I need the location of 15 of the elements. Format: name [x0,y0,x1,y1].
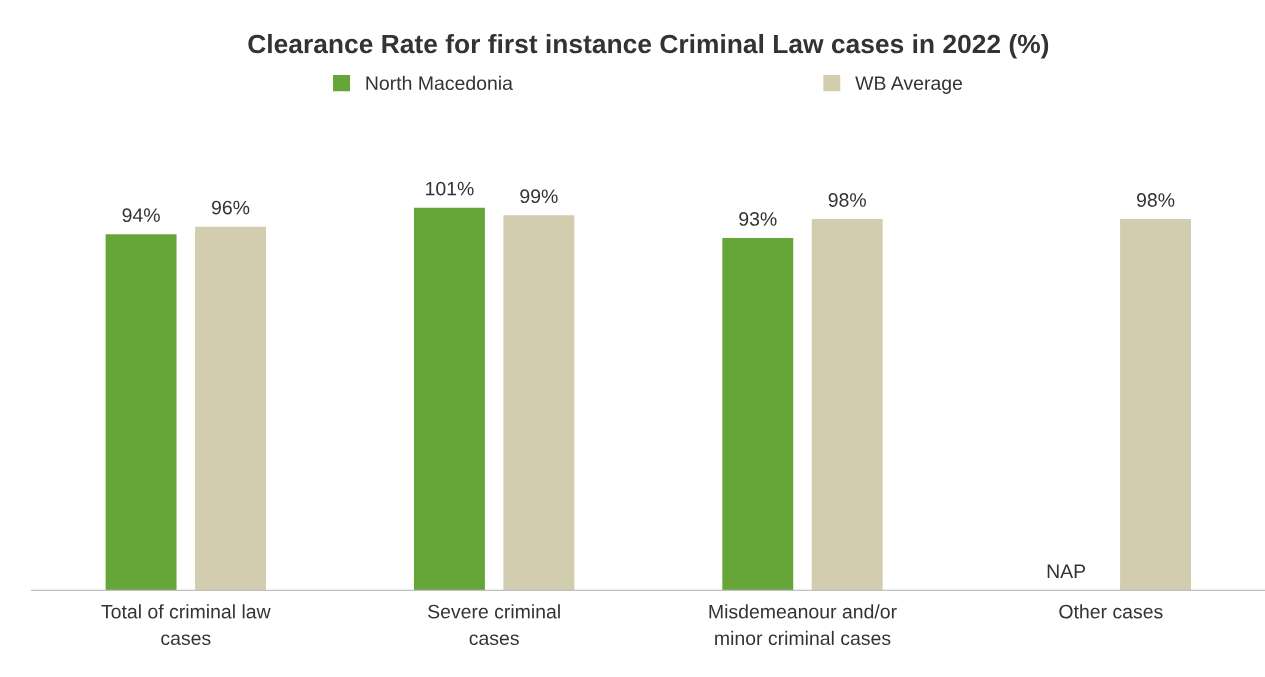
legend-label: North Macedonia [366,75,513,91]
data-label: 98% [1136,193,1175,207]
x-tick-label: Misdemeanour and/or minor criminal cases [709,604,897,646]
data-label: 101% [426,181,474,196]
data-label: 93% [739,212,777,226]
data-label: 96% [211,200,250,215]
legend-label: WB Average [855,76,963,94]
x-tick-label: Severe criminal cases [428,604,560,646]
data-label: 98% [828,193,866,207]
data-label: 99% [520,189,558,204]
x-tick-label: Total of criminal law cases [101,604,271,646]
chart-title: Clearance Rate for first instance Criminal Law cases in 2022 (%) [248,33,1049,59]
text: NAP [1047,564,1086,578]
x-tick-label: Other cases [1059,604,1163,619]
data-label: 94% [122,208,160,223]
